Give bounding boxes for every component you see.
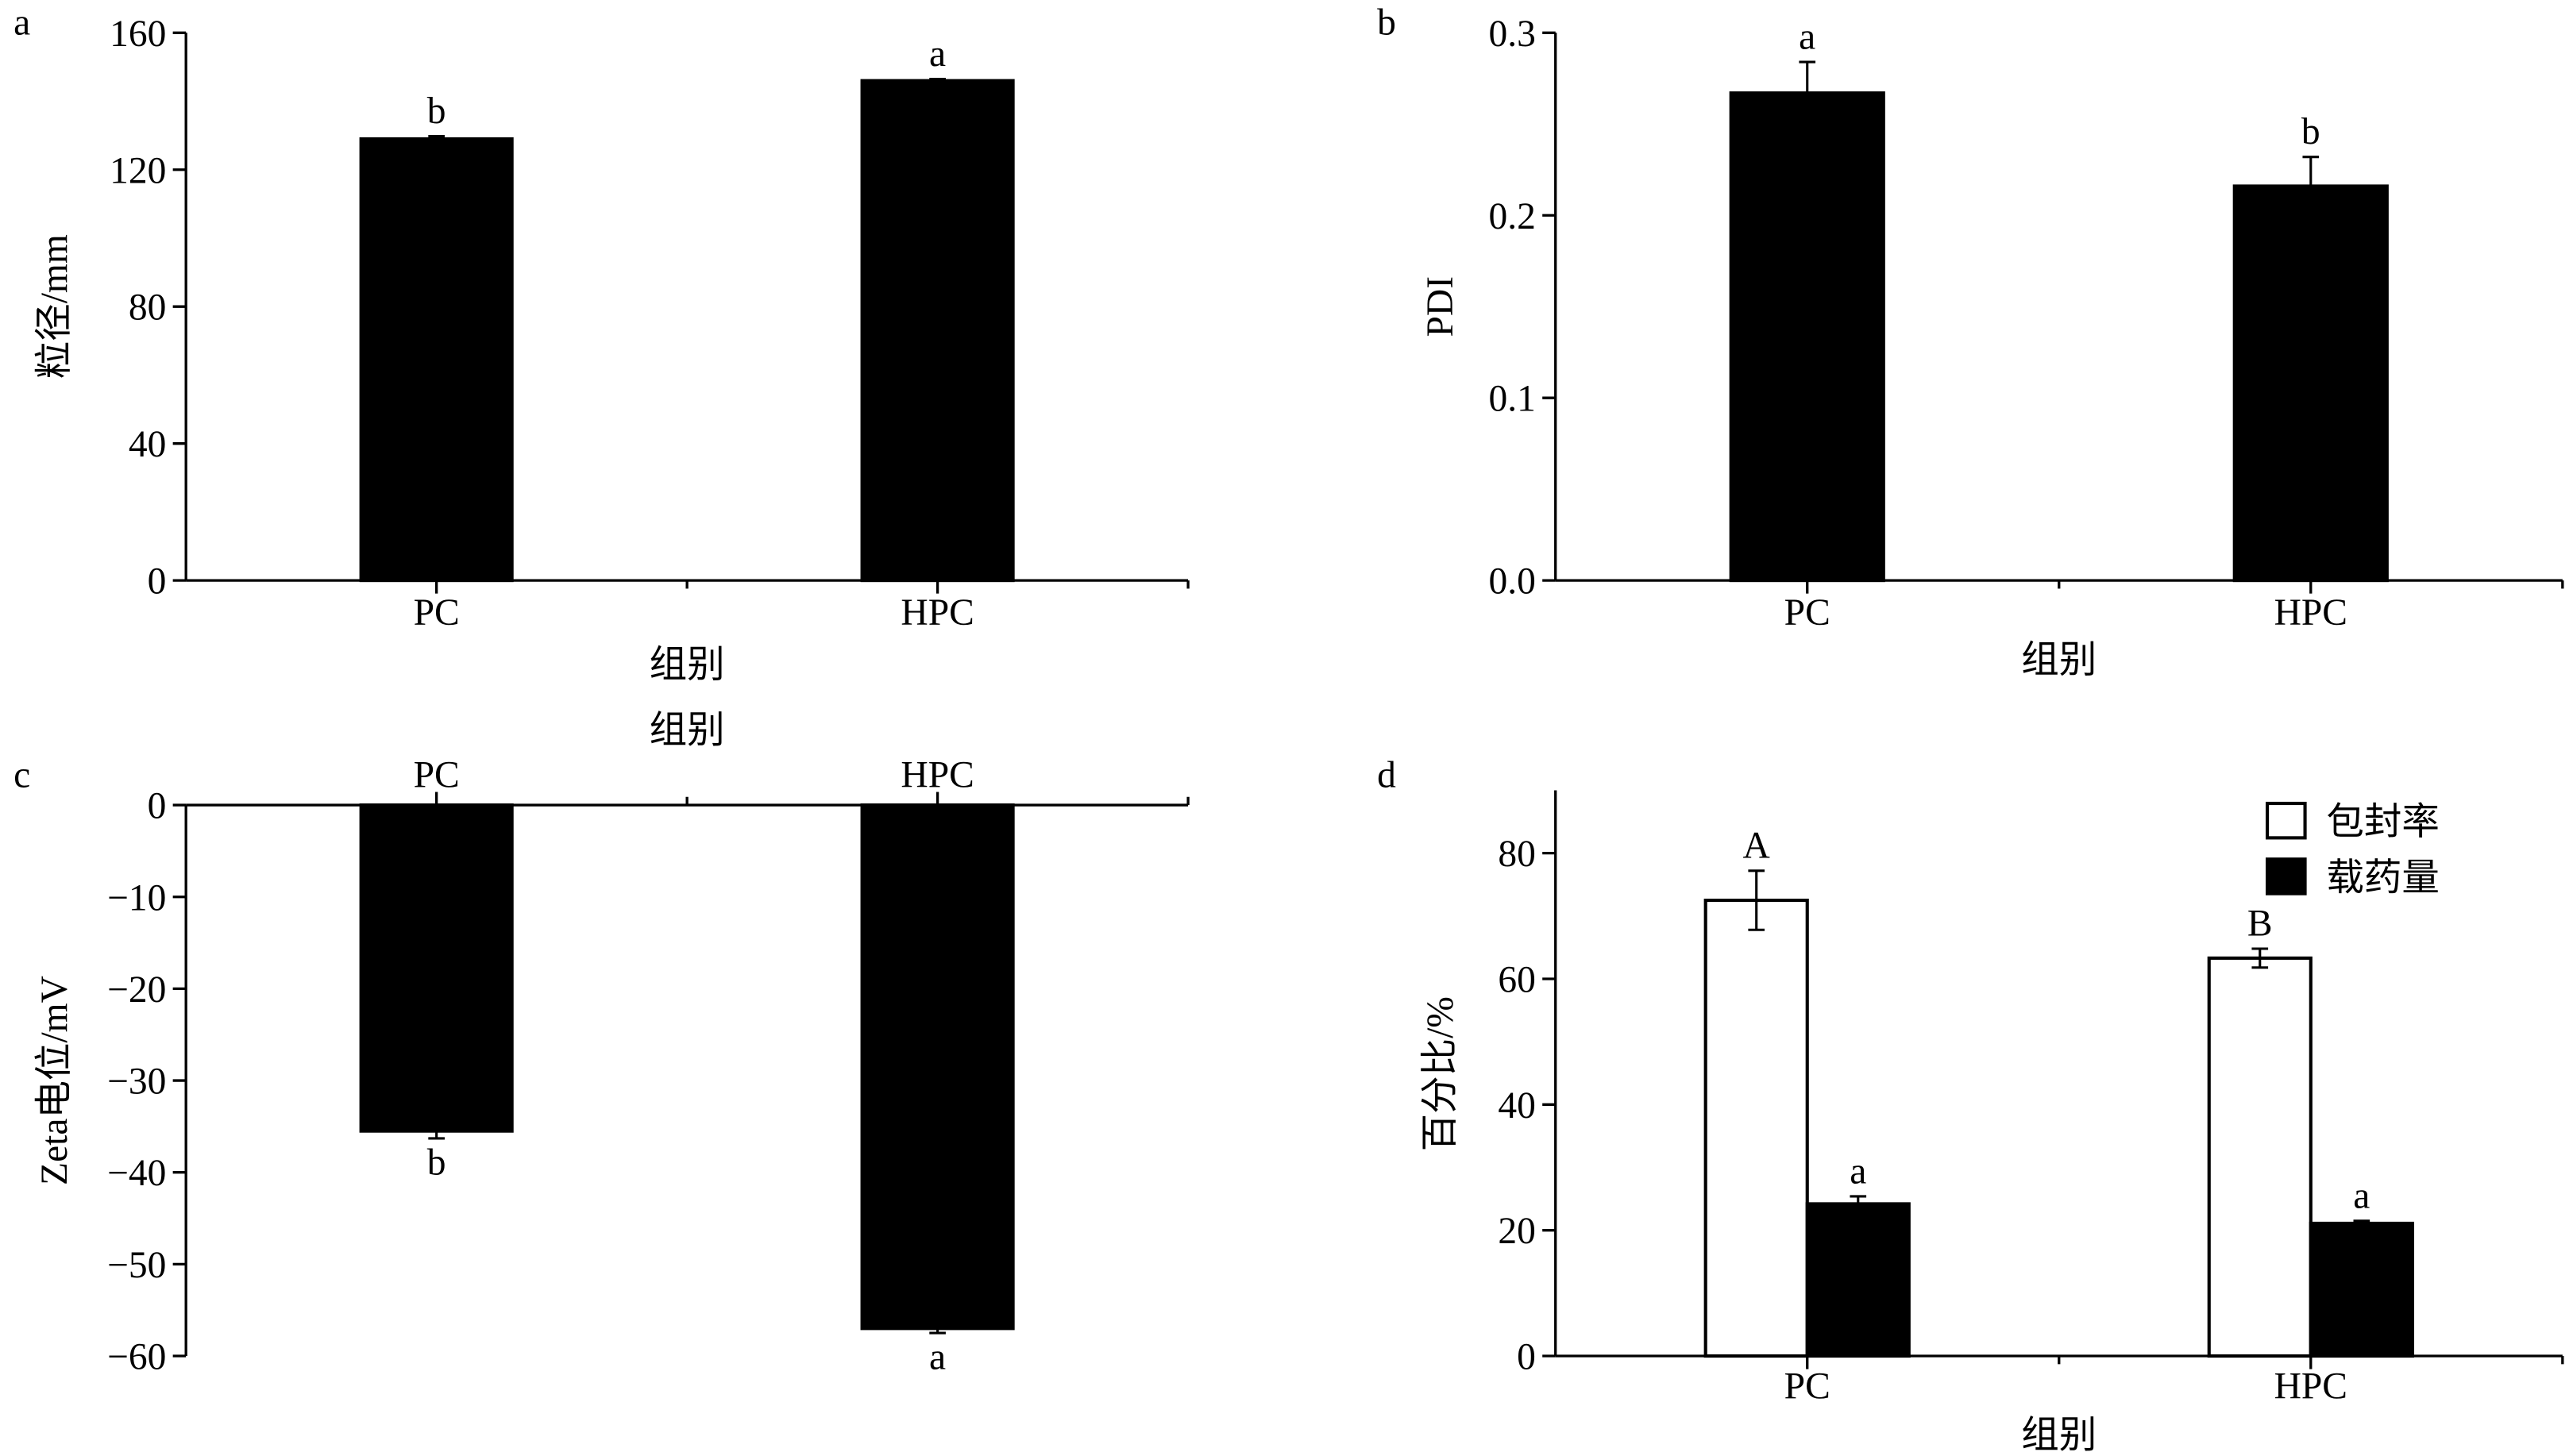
- y-tick-label: 40: [1498, 1085, 1536, 1127]
- significance-letter: a: [929, 1337, 946, 1378]
- y-tick-label: −40: [107, 1153, 166, 1194]
- y-tick-label: 120: [110, 150, 166, 191]
- y-tick-label: 0: [148, 561, 167, 603]
- x-axis-label: 组别: [650, 645, 725, 686]
- significance-letter: a: [2353, 1175, 2370, 1216]
- significance-letter: b: [427, 91, 446, 132]
- bar-pc-series-2: [1805, 1202, 1911, 1358]
- panel-label: b: [1377, 2, 1396, 43]
- panel-c: b a 0 −10 −20 −30 −40 −50 −60 PC HPC 组别 Zeta电位/mV c: [14, 711, 1190, 1378]
- y-tick-label: −30: [107, 1061, 166, 1103]
- legend-label: 载药量: [2326, 857, 2440, 899]
- bar-pc-series-1: [1703, 898, 1809, 1358]
- legend-label: 包封率: [2326, 802, 2440, 843]
- y-tick-label: −50: [107, 1245, 166, 1286]
- bar-pc-series-1: [359, 803, 514, 1133]
- significance-letter: a: [1799, 17, 1815, 58]
- y-tick-label: −20: [107, 969, 166, 1011]
- error-bar: [2353, 1219, 2370, 1227]
- y-axis-label: PDI: [1420, 276, 1461, 337]
- x-axis-label: 组别: [2021, 640, 2097, 681]
- error-bar: [1799, 60, 1816, 125]
- y-tick-label: 0: [1517, 1337, 1536, 1378]
- panel-label: d: [1377, 754, 1396, 795]
- error-bar: [2302, 156, 2320, 217]
- y-tick-label: 60: [1498, 960, 1536, 1001]
- bar-hpc-series-1: [2207, 956, 2313, 1358]
- significance-letter: A: [1743, 825, 1770, 866]
- error-bar: [1850, 1195, 1867, 1213]
- y-tick-label: −60: [107, 1337, 166, 1378]
- x-axis-label: 组别: [650, 711, 725, 752]
- error-bar: [929, 77, 946, 84]
- y-tick-label: −10: [107, 877, 166, 919]
- significance-letter: b: [427, 1142, 446, 1183]
- significance-letter: B: [2247, 903, 2273, 944]
- error-bar: [428, 134, 445, 143]
- y-tick-label: 160: [110, 13, 166, 55]
- category-label: PC: [1784, 1366, 1830, 1408]
- y-tick-label: 40: [129, 424, 167, 465]
- category-label: HPC: [2274, 1366, 2347, 1408]
- y-tick-label: 0: [148, 786, 167, 827]
- x-axis-label: 组别: [2021, 1416, 2097, 1456]
- category-label: PC: [1784, 592, 1830, 634]
- error-bar: [2251, 947, 2269, 969]
- category-label: PC: [414, 754, 460, 795]
- bar-hpc-series-1: [2232, 184, 2389, 583]
- error-bar: [1748, 869, 1765, 931]
- y-tick-label: 0.3: [1489, 13, 1536, 55]
- error-bar: [929, 1322, 946, 1335]
- bar-hpc-series-2: [2309, 1221, 2414, 1358]
- significance-letter: a: [1850, 1150, 1866, 1192]
- bar-pc-series-1: [1729, 91, 1885, 583]
- y-tick-label: 80: [1498, 834, 1536, 875]
- panel-a: b a 0 40 80 120 160 PC HPC 组别 粒径/mm a: [14, 2, 1190, 686]
- category-label: HPC: [901, 592, 974, 634]
- legend-swatch: [2265, 857, 2307, 896]
- y-tick-label: 0.1: [1489, 379, 1536, 420]
- panel-label: c: [14, 754, 30, 795]
- bar-hpc-series-1: [860, 803, 1015, 1331]
- significance-letter: a: [929, 33, 946, 75]
- category-label: HPC: [2274, 592, 2347, 634]
- y-tick-label: 80: [129, 287, 167, 329]
- panel-b: a b 0.0 0.1 0.2 0.3 PC HPC 组别 PDI b: [1377, 2, 2564, 681]
- y-tick-label: 20: [1498, 1211, 1536, 1252]
- y-axis-label: 百分比/%: [1420, 996, 1461, 1151]
- significance-letter: b: [2301, 111, 2320, 152]
- y-axis-label: Zeta电位/mV: [34, 976, 75, 1185]
- y-tick-label: 0.0: [1489, 561, 1536, 603]
- y-axis-label: 粒径/mm: [34, 234, 75, 379]
- bar-pc-series-1: [359, 137, 514, 583]
- panel-label: a: [14, 2, 30, 43]
- y-tick-label: 0.2: [1489, 196, 1536, 237]
- category-label: PC: [414, 592, 460, 634]
- bar-hpc-series-1: [860, 79, 1015, 583]
- category-label: HPC: [901, 754, 974, 795]
- legend-swatch: [2265, 801, 2307, 840]
- error-bar: [428, 1122, 445, 1140]
